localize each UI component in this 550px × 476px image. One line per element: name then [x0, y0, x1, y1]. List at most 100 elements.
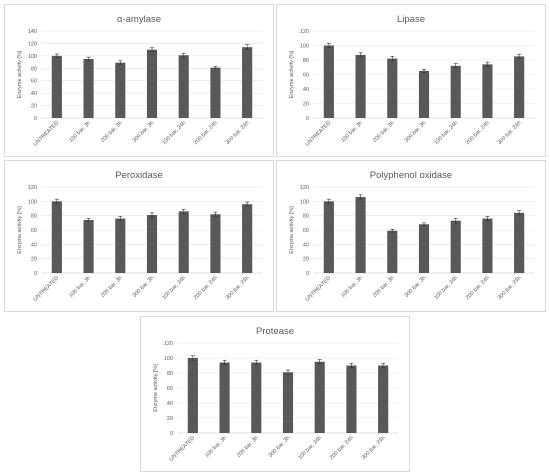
- x-tick-label: 100 bar, 24h: [433, 120, 459, 146]
- x-tick-label: 200 bar, 3h: [372, 120, 396, 144]
- y-tick-label: 20: [303, 102, 309, 108]
- x-tick-label: 300 bar, 3h: [132, 275, 156, 299]
- chart-svg: Lipase Enzyme activity [%] 0 20 40 60 80 100 120…: [289, 14, 535, 148]
- x-tick-label: UNTREATED: [305, 275, 333, 303]
- bar: [323, 45, 334, 118]
- x-tick-label: 100 bar, 3h: [204, 435, 228, 459]
- y-tick-label: 0: [306, 271, 309, 277]
- chart-svg: Protease Enzyme activity [%] 0 20 40 60 80 100 1…: [153, 326, 399, 463]
- y-tick-label: 120: [300, 29, 309, 35]
- y-tick-label: 80: [303, 58, 309, 64]
- y-tick-label: 120: [300, 185, 309, 191]
- chart-panel-peroxidase: Peroxidase Enzyme activity [%] 0 20 40 60 80 10…: [4, 160, 274, 312]
- bar: [378, 365, 389, 433]
- x-tick-label: 200 bar, 3h: [100, 120, 124, 144]
- chart-panel-lipase: Lipase Enzyme activity [%] 0 20 40 60 80 100 120…: [276, 4, 546, 157]
- y-axis-label: Enzyme activity [%]: [289, 206, 295, 254]
- bar: [242, 47, 253, 118]
- y-tick-label: 20: [31, 257, 37, 263]
- y-tick-label: 100: [28, 199, 37, 205]
- x-tick-label: UNTREATED: [305, 120, 333, 148]
- bar: [355, 54, 366, 118]
- bar: [242, 204, 253, 273]
- chart-panel-alpha-amylase: α-amylase Enzyme activity [%] 0 20 40 60 80 100…: [4, 4, 274, 157]
- bar: [482, 218, 493, 273]
- x-tick-label: 200 bar, 3h: [100, 275, 124, 299]
- bar: [210, 214, 221, 273]
- bar: [514, 56, 525, 118]
- bar: [482, 64, 493, 118]
- x-tick-label: 100 bar, 24h: [161, 275, 187, 301]
- y-tick-label: 40: [303, 242, 309, 248]
- y-tick-label: 120: [28, 185, 37, 191]
- x-tick-label: 100 bar, 24h: [297, 435, 323, 461]
- bar: [187, 358, 198, 433]
- y-tick-label: 0: [34, 116, 37, 122]
- bar: [450, 220, 461, 273]
- bar: [355, 197, 366, 273]
- y-tick-label: 80: [31, 214, 37, 220]
- x-tick-label: 300 bar, 3h: [132, 120, 156, 144]
- x-tick-label: 300 bar, 24h: [497, 120, 523, 146]
- bar: [146, 214, 158, 273]
- x-tick-label: 200 bar, 24h: [329, 435, 355, 461]
- y-tick-label: 20: [167, 416, 173, 422]
- x-tick-label: 100 bar, 3h: [68, 120, 92, 144]
- x-tick-label: 300 bar, 24h: [497, 275, 523, 301]
- chart-title: Polyphenol oxidase: [370, 170, 452, 181]
- x-tick-label: 200 bar, 24h: [193, 275, 219, 301]
- y-tick-label: 120: [28, 41, 37, 47]
- x-tick-label: 300 bar, 24h: [225, 120, 251, 146]
- chart-svg: α-amylase Enzyme activity [%] 0 20 40 60 80 100…: [17, 14, 263, 148]
- chart-title: Lipase: [397, 14, 425, 25]
- bar: [210, 67, 221, 118]
- bar: [418, 70, 430, 118]
- bar: [51, 55, 62, 118]
- bar: [314, 361, 325, 433]
- y-axis-label: Enzyme activity [%]: [153, 364, 159, 412]
- chart-title: Protease: [256, 326, 294, 337]
- y-tick-label: 20: [303, 257, 309, 263]
- bar: [51, 201, 62, 273]
- y-tick-label: 100: [300, 199, 309, 205]
- bar: [251, 362, 262, 433]
- y-tick-label: 60: [31, 79, 37, 85]
- x-tick-label: 300 bar, 3h: [404, 120, 428, 144]
- bar: [323, 201, 334, 273]
- y-tick-label: 40: [303, 87, 309, 93]
- bar: [387, 58, 398, 118]
- x-tick-label: 200 bar, 24h: [465, 275, 491, 301]
- bar: [115, 62, 126, 118]
- y-axis-label: Enzyme activity [%]: [17, 50, 23, 98]
- chart-panel-polyphenol-oxidase: Polyphenol oxidase Enzyme activity [%] 0 20…: [276, 160, 546, 312]
- y-tick-label: 80: [31, 66, 37, 72]
- y-tick-label: 120: [164, 341, 173, 347]
- x-tick-label: 100 bar, 3h: [340, 275, 364, 299]
- chart-svg: Polyphenol oxidase Enzyme activity [%] 0 20…: [289, 170, 535, 303]
- chart-title: Peroxidase: [115, 170, 163, 181]
- x-tick-label: 200 bar, 24h: [193, 120, 219, 146]
- bar: [282, 372, 294, 433]
- x-tick-label: 300 bar, 3h: [404, 275, 428, 299]
- y-tick-label: 0: [34, 271, 37, 277]
- x-tick-label: 100 bar, 24h: [433, 275, 459, 301]
- y-tick-label: 60: [303, 73, 309, 79]
- x-tick-label: 200 bar, 3h: [236, 435, 260, 459]
- bar: [83, 219, 94, 273]
- bar: [514, 212, 525, 273]
- y-tick-label: 0: [170, 431, 173, 437]
- x-tick-label: 300 bar, 24h: [361, 435, 387, 461]
- bar: [387, 230, 398, 273]
- chart-title: α-amylase: [117, 14, 161, 25]
- x-tick-label: UNTREATED: [33, 275, 61, 303]
- bar: [146, 49, 158, 119]
- x-tick-label: 300 bar, 24h: [225, 275, 251, 301]
- y-tick-label: 40: [31, 242, 37, 248]
- y-axis-label: Enzyme activity [%]: [17, 206, 23, 254]
- bar: [83, 58, 94, 118]
- bar: [418, 224, 430, 273]
- y-tick-label: 0: [306, 116, 309, 122]
- y-tick-label: 100: [300, 44, 309, 50]
- chart-panel-protease: Protease Enzyme activity [%] 0 20 40 60 80 100 1…: [140, 316, 410, 472]
- x-tick-label: 200 bar, 3h: [372, 275, 396, 299]
